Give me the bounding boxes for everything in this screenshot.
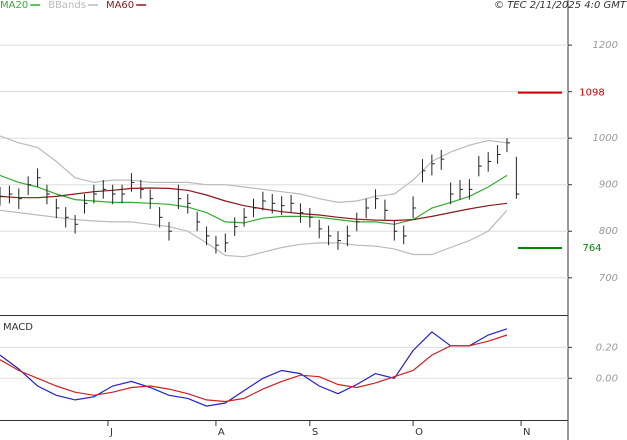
x-tick-label: S [312, 427, 318, 438]
series-line [0, 334, 508, 403]
y-tick-label: 1200 [593, 40, 618, 51]
y-tick-label: 1000 [593, 133, 618, 144]
y-tick-label: 800 [599, 226, 618, 237]
x-tick-label: O [415, 427, 423, 438]
series-line [0, 135, 508, 204]
legend-label: MA20 [0, 0, 28, 11]
legend-label: BBands [48, 0, 86, 11]
x-tick-label: A [218, 427, 225, 438]
series-line [0, 328, 508, 407]
legend-label: MA60 [106, 0, 134, 11]
panel-title: MACD [3, 322, 33, 333]
axis-area [568, 0, 627, 440]
level-label: 764 [582, 243, 601, 254]
y-tick-label: 900 [599, 180, 618, 191]
series-line [0, 209, 508, 258]
y-tick-label: 0.20 [596, 342, 618, 353]
credit: © TEC 2/11/2025 4:0 GMT [494, 0, 627, 11]
y-tick-label: 700 [599, 273, 618, 284]
y-tick-label: 0.00 [596, 373, 618, 384]
x-tick-label: J [109, 427, 113, 438]
x-tick-label: N [523, 427, 530, 438]
level-label: 1098 [579, 88, 604, 99]
